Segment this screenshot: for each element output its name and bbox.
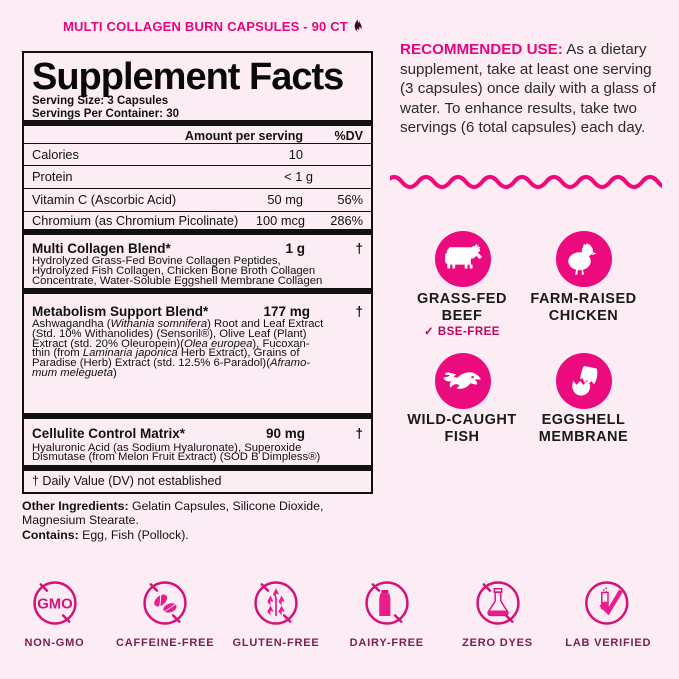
- svg-text:GMO: GMO: [37, 596, 73, 612]
